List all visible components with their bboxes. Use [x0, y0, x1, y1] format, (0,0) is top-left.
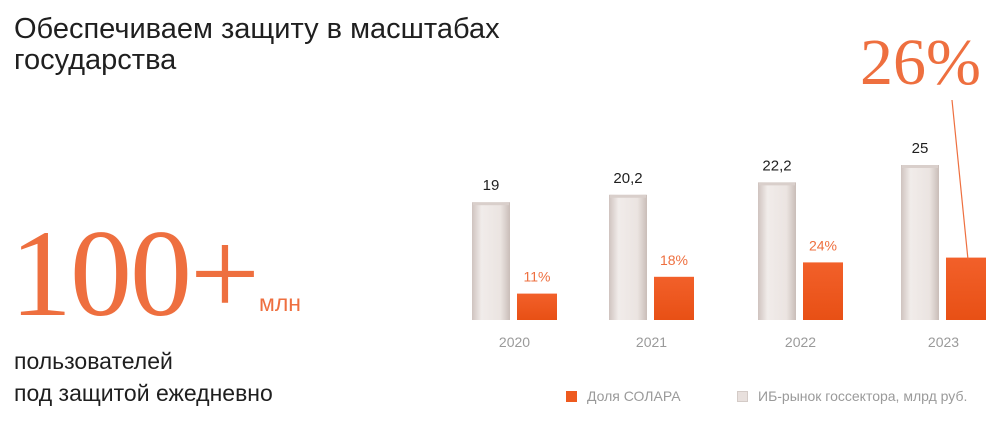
title-line-2: государства — [14, 44, 177, 76]
bar-solar-label-2022: 24% — [809, 237, 837, 253]
bar-solar-2021 — [654, 276, 694, 320]
title-line-1: Обеспечиваем защиту в масштабах — [14, 13, 500, 45]
bar-solar-2020 — [517, 293, 557, 320]
x-tick-label-2022: 2022 — [785, 334, 816, 350]
x-tick-label-2023: 2023 — [928, 334, 959, 350]
bar-market-2022 — [758, 182, 796, 320]
kpi-description-line-1: пользователей — [14, 348, 173, 374]
x-tick-label-2020: 2020 — [499, 334, 530, 350]
legend-item-market: ИБ-рынок госсектора, млрд руб. — [737, 388, 967, 404]
bar-market-label-2020: 19 — [483, 177, 500, 194]
kpi-description-line-2: под защитой ежедневно — [14, 380, 273, 406]
bar-market-top-2020 — [473, 202, 509, 206]
legend-label-market: ИБ-рынок госсектора, млрд руб. — [758, 388, 968, 404]
bar-market-top-2022 — [759, 182, 795, 186]
highlight-callout-line — [951, 99, 969, 260]
kpi-value: 100+ — [10, 205, 260, 342]
bar-market-top-2023 — [902, 165, 938, 168]
legend-item-solar: Доля СОЛАРА — [566, 388, 681, 404]
kpi-description: пользователей под защитой ежедневно — [14, 345, 273, 409]
highlight-value: 26% — [860, 26, 981, 99]
bar-market-2021 — [609, 194, 647, 320]
bar-solar-label-2021: 18% — [660, 252, 688, 268]
bar-market-top-2021 — [610, 194, 646, 198]
legend-swatch-solar — [566, 390, 577, 402]
bar-solar-2022 — [803, 262, 843, 320]
bar-market-label-2021: 20,2 — [613, 170, 642, 187]
bar-market-label-2022: 22,2 — [762, 157, 791, 174]
bar-market-2020 — [472, 202, 510, 320]
bar-solar-label-2020: 11% — [524, 269, 551, 285]
page-title: Обеспечиваем защиту в масштабах государс… — [14, 14, 574, 76]
bar-solar-2023 — [946, 257, 986, 320]
x-tick-label-2021: 2021 — [636, 334, 667, 350]
kpi-unit: млн — [259, 290, 301, 316]
legend-label-solar: Доля СОЛАРА — [587, 388, 681, 404]
legend-swatch-market — [737, 390, 748, 402]
bar-market-2023 — [901, 165, 939, 320]
bar-market-label-2023: 25 — [912, 140, 929, 157]
